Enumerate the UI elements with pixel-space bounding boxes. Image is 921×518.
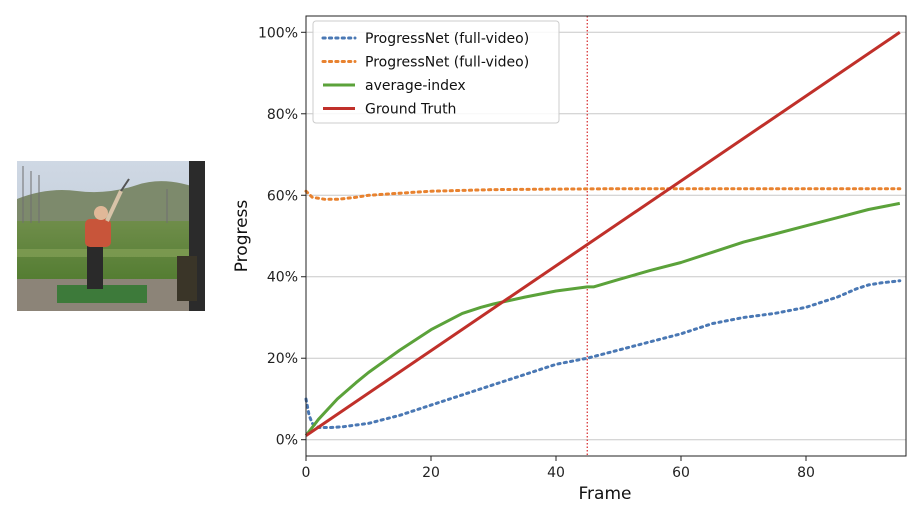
- legend: ProgressNet (full-video) ProgressNet (ful…: [312, 20, 560, 124]
- legend-label: average-index: [365, 78, 466, 94]
- y-tick-label: 40%: [267, 270, 298, 286]
- y-axis-label: Progress: [232, 200, 252, 273]
- y-tick-label: 60%: [267, 188, 298, 204]
- x-tick-label: 20: [422, 465, 440, 481]
- y-tick-label: 20%: [267, 351, 298, 367]
- legend-label: ProgressNet (full-video): [365, 31, 529, 47]
- y-tick-label: 0%: [276, 433, 298, 449]
- series-line-4: [305, 31, 901, 437]
- axes: [301, 15, 907, 461]
- hitting-mat: [57, 285, 147, 303]
- golfer: [85, 178, 130, 289]
- legend-label: ProgressNet (full-video): [365, 55, 529, 71]
- plot-frame: [305, 15, 907, 457]
- x-tick-label: 40: [547, 465, 565, 481]
- plot-series: [304, 16, 902, 456]
- y-tick-label: 100%: [258, 25, 298, 41]
- series-line-2: [304, 187, 902, 201]
- hills: [17, 181, 205, 223]
- range-poles: [22, 166, 168, 223]
- x-tick-label: 0: [302, 465, 311, 481]
- video-frame-thumbnail: [17, 161, 205, 311]
- series-line-1: [304, 279, 902, 429]
- x-tick-label: 80: [797, 465, 815, 481]
- legend-box: [312, 20, 560, 124]
- tick-labels: 0% 20% 40% 60% 80% 100% 0 20 40 60 80: [258, 25, 815, 481]
- golf-bag: [177, 256, 197, 301]
- y-tick-label: 80%: [267, 107, 298, 123]
- x-tick-label: 60: [672, 465, 690, 481]
- series-line-3: [304, 201, 901, 437]
- legend-label: Ground Truth: [365, 102, 456, 118]
- x-axis-label: Frame: [579, 484, 632, 504]
